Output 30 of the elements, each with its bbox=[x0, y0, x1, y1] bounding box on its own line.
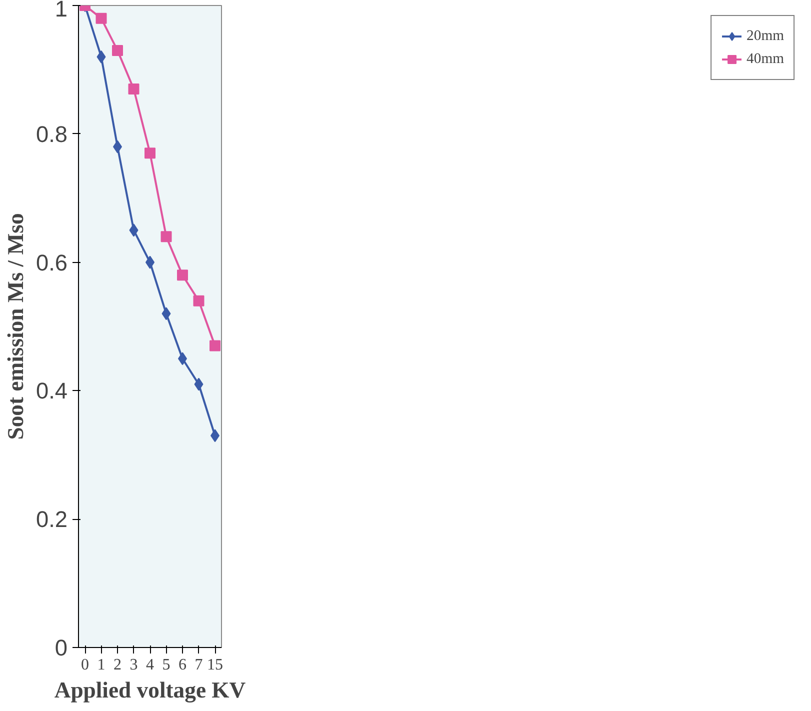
point bbox=[194, 378, 204, 391]
y-tick-label: 0.6 bbox=[36, 249, 68, 276]
point bbox=[112, 44, 123, 56]
point bbox=[162, 307, 171, 320]
legend-label: 20mm bbox=[746, 28, 784, 44]
point bbox=[210, 340, 220, 352]
x-tick-label: 15 bbox=[207, 656, 223, 674]
x-tick-label: 2 bbox=[114, 656, 122, 674]
point bbox=[96, 12, 107, 24]
point bbox=[96, 50, 106, 64]
x-axis-title: Applied voltage KV bbox=[54, 678, 246, 702]
point bbox=[129, 224, 138, 237]
legend-label: 40mm bbox=[746, 50, 784, 68]
point bbox=[177, 270, 188, 281]
point bbox=[193, 295, 204, 306]
y-tick-label: 0.4 bbox=[36, 378, 68, 404]
y-axis-title: Soot emission Ms / Mso bbox=[3, 213, 28, 440]
point bbox=[128, 83, 140, 94]
point bbox=[144, 148, 156, 159]
point bbox=[160, 231, 172, 242]
x-tick-label: 7 bbox=[194, 656, 203, 674]
x-tick-label: 5 bbox=[162, 656, 170, 674]
y-tick-label: 0.8 bbox=[36, 120, 68, 147]
y-tick-label: 1 bbox=[54, 0, 68, 22]
x-tick-label: 4 bbox=[146, 656, 154, 674]
x-tick-label: 6 bbox=[178, 656, 186, 674]
x-tick-label: 1 bbox=[97, 656, 106, 674]
x-tick-label: 0 bbox=[81, 656, 89, 674]
y-tick-label: 0.2 bbox=[36, 506, 68, 532]
x-tick-label: 3 bbox=[130, 656, 138, 674]
